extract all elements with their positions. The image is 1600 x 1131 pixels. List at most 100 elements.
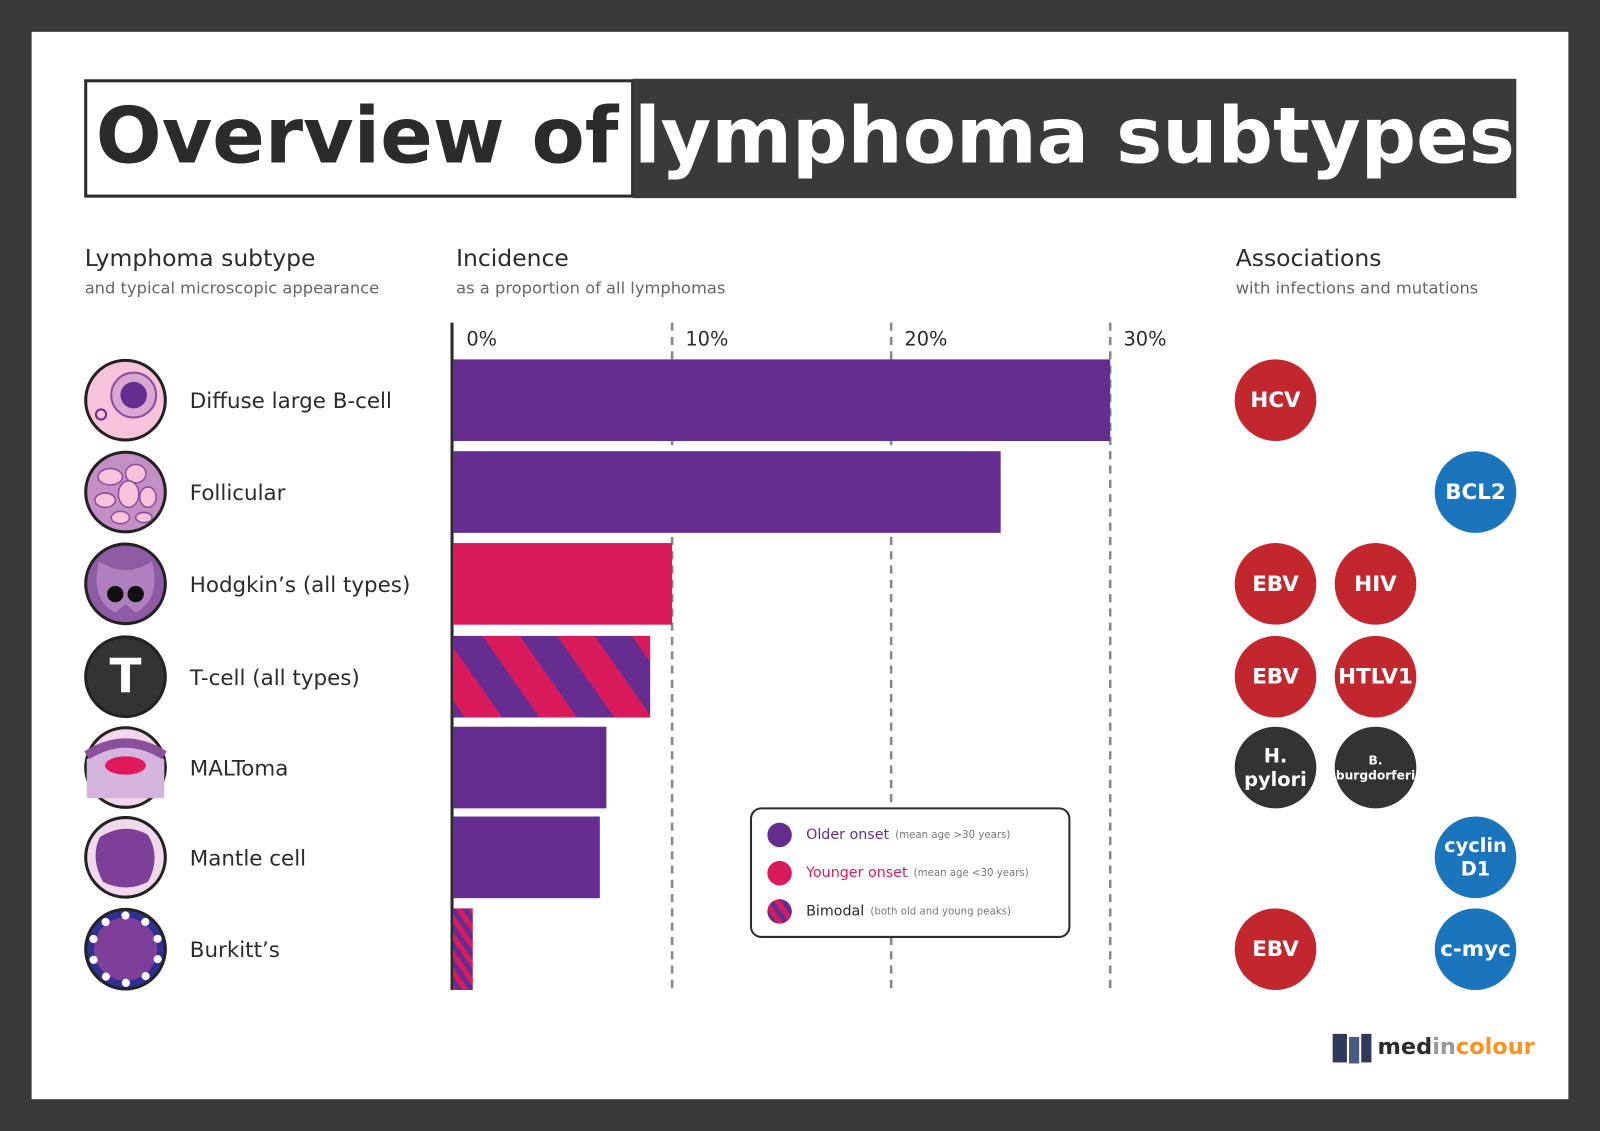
follicle <box>97 467 124 486</box>
association-label: HIV <box>1354 572 1397 597</box>
burkitt-cell <box>93 917 158 981</box>
category-label: Mantle cell <box>190 846 306 871</box>
bar <box>453 908 473 990</box>
dot <box>153 955 162 964</box>
column-subheader: and typical microscopic appearance <box>85 278 380 297</box>
association-badge <box>1234 908 1317 990</box>
bar <box>453 635 651 718</box>
icon-bg <box>84 635 167 719</box>
legend-name: Older onset <box>806 827 889 843</box>
legend-note: (both old and young peaks) <box>870 906 1011 917</box>
association-label: B. <box>1369 753 1383 767</box>
association-label: EBV <box>1252 937 1299 962</box>
association-label: EBV <box>1252 665 1299 690</box>
subtype-icon <box>84 726 167 809</box>
association-badge <box>1234 543 1317 625</box>
legend-swatch <box>767 899 792 924</box>
category-label: Follicular <box>190 481 286 506</box>
subtype-icon <box>84 450 167 534</box>
legend-name: Younger onset <box>805 865 908 881</box>
dot <box>89 955 98 964</box>
bar <box>453 359 1111 442</box>
mantle-cell <box>95 828 155 888</box>
legend-swatch <box>767 860 792 886</box>
legend-note: (mean age >30 years) <box>895 830 1010 841</box>
dot <box>89 934 98 944</box>
logo-part: med <box>1378 1034 1433 1060</box>
subtype-icon <box>84 358 167 442</box>
dot <box>101 917 110 927</box>
association-badge <box>1234 359 1317 442</box>
logo-mark <box>1348 1036 1360 1064</box>
category-label: MALToma <box>190 757 289 782</box>
logo-part: in <box>1432 1034 1456 1060</box>
title-box <box>84 79 635 198</box>
nucleus <box>120 381 147 409</box>
x-tick-label: 10% <box>685 327 728 350</box>
column-header: Associations <box>1236 244 1382 272</box>
bar <box>453 543 673 625</box>
category-label: Hodgkin’s (all types) <box>190 573 411 598</box>
subtype-icon <box>84 542 167 626</box>
small-cell <box>94 408 108 421</box>
legend-entry: Bimodal (both old and young peaks) <box>806 903 1011 919</box>
dot <box>121 911 130 920</box>
dot <box>153 934 162 943</box>
nucleus <box>127 585 144 603</box>
dot <box>121 978 130 987</box>
band <box>84 738 167 760</box>
logo: medincolour <box>1332 1033 1535 1064</box>
title-bar <box>632 78 1517 199</box>
follicle <box>110 510 131 525</box>
lesion <box>105 756 146 775</box>
legend-entry: Older onset (mean age >30 years) <box>806 827 1010 843</box>
logo-text: medincolour <box>1378 1034 1535 1060</box>
association-badge <box>1234 726 1317 809</box>
dot <box>141 917 150 926</box>
x-tick-label: 20% <box>904 327 947 350</box>
legend-name: Bimodal <box>806 903 864 919</box>
subtype-icon <box>84 816 167 899</box>
category-label: T-cell (all types) <box>189 666 360 691</box>
association-label: HTLV1 <box>1338 665 1413 690</box>
follicle <box>124 463 147 484</box>
icon-letter: T <box>110 649 142 704</box>
x-tick-label: 30% <box>1123 327 1166 350</box>
column-header: Lymphoma subtype <box>85 244 316 272</box>
association-label: H. <box>1264 744 1288 767</box>
category-label: Burkitt’s <box>190 938 280 963</box>
logo-mark <box>1332 1033 1347 1063</box>
legend-swatch <box>767 822 792 848</box>
logo-part: colour <box>1456 1034 1535 1060</box>
association-badge <box>1334 543 1417 625</box>
title-left: Overview of <box>96 91 620 181</box>
association-badge <box>1434 451 1517 533</box>
nucleus <box>107 585 124 603</box>
association-label: cyclin <box>1444 834 1507 857</box>
association-badge <box>1334 635 1417 718</box>
column-header: Incidence <box>456 244 569 272</box>
association-label: pylori <box>1244 768 1307 791</box>
follicle <box>117 480 140 509</box>
x-tick-label: 0% <box>466 327 497 350</box>
follicle <box>94 492 117 509</box>
association-label: HCV <box>1250 388 1301 413</box>
legend-box <box>750 807 1071 938</box>
bar <box>453 726 607 809</box>
association-badge <box>1434 908 1517 990</box>
follicle <box>139 486 157 509</box>
association-badge <box>1434 816 1517 899</box>
dot <box>101 972 111 981</box>
association-label: EBV <box>1252 572 1299 597</box>
association-label: c-myc <box>1440 937 1511 962</box>
association-badge <box>1234 635 1317 718</box>
legend-note: (mean age <30 years) <box>914 868 1029 879</box>
legend-entry: Younger onset (mean age <30 years) <box>805 865 1029 881</box>
column-subheader: as a proportion of all lymphomas <box>456 278 725 297</box>
bar <box>453 451 1001 533</box>
association-badge <box>1334 726 1417 809</box>
association-label: BCL2 <box>1445 480 1506 505</box>
association-label: D1 <box>1461 858 1491 881</box>
